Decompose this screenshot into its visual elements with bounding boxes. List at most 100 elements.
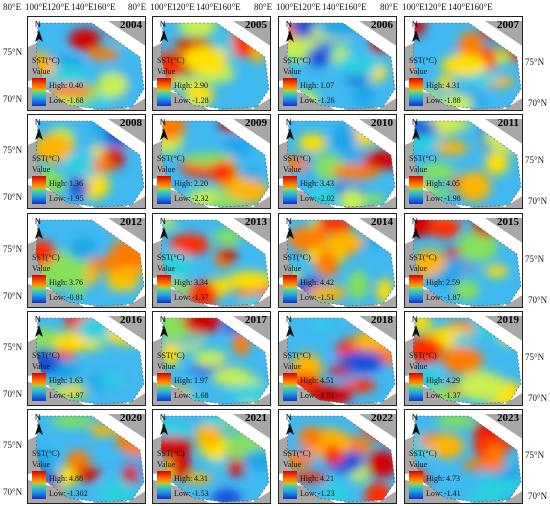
legend-high-value: 0.40 [69,81,83,90]
north-label: N [35,118,41,127]
legend-high-prefix: High: [49,81,68,90]
land-mass [233,414,270,439]
legend-low-prefix: Low: [49,96,66,105]
legend-high-value: 4.29 [446,376,460,385]
legend-high-value: 4.88 [69,474,83,483]
north-label: N [160,315,166,324]
sst-legend: SST(°C) Value High: 4.51 Low: -1.51 [283,351,353,403]
north-label: N [35,413,41,422]
legend-low-prefix: Low: [300,194,317,203]
legend-value-label: Value [283,362,302,371]
legend-low-value: -1.98 [444,194,461,203]
legend-low-value: -1.68 [192,391,209,400]
legend-high-prefix: High: [49,376,68,385]
sst-legend: SST(°C) Value High: 4.29 Low: -1.37 [409,351,479,403]
north-label: N [412,217,418,226]
north-arrow-icon: N [410,413,422,436]
legend-low-value: -2.02 [318,194,335,203]
legend-high-value: 4.73 [446,474,460,483]
legend-high-value: 1.36 [69,179,83,188]
land-mass [233,119,270,144]
sst-legend: SST(°C) Value High: 4.31 Low: -1.53 [157,449,227,501]
longitude-label: 160°E [218,2,241,12]
legend-value-label: Value [157,165,176,174]
latitude-label-left: 70°N [3,389,23,399]
year-label: 2013 [245,216,267,228]
legend-low-swatch [409,483,423,499]
map-panel-2019: N 2019 SST(°C) Value High: 4.29 Low: -1.37 [404,311,523,406]
longitude-label: 100°E [150,2,173,12]
north-label: N [412,315,418,324]
north-arrow-icon: N [410,217,422,240]
map-panel-2013: N 2013 SST(°C) Value High: 3.34 Low: -1.37 [152,213,271,308]
longitude-label: 80°E [380,2,399,12]
legend-high-prefix: High: [426,278,445,287]
legend-low-prefix: Low: [426,293,443,302]
legend-title: SST(°C) [32,253,60,262]
sst-legend: SST(°C) Value High: 3.34 Low: -1.37 [157,253,227,305]
land-mass [359,316,396,341]
longitude-label: 100°E [402,2,425,12]
legend-low-value: -1.302 [67,489,88,498]
map-panel-2008: N 2008 SST(°C) Value High: 1.36 Low: -1.95 [27,114,146,209]
legend-low-prefix: Low: [426,96,443,105]
year-label: 2006 [371,19,393,31]
north-arrow-icon: N [33,413,45,436]
sst-legend: SST(°C) Value High: 1.63 Low: -1.97 [32,351,102,403]
legend-title: SST(°C) [283,154,311,163]
legend-low-value: -1.51 [318,293,335,302]
legend-low-prefix: Low: [426,194,443,203]
legend-low-swatch [409,90,423,106]
map-panel-2020: N 2020 SST(°C) Value High: 4.88 Low: -1.302 [27,409,146,504]
north-label: N [286,118,292,127]
legend-high-prefix: High: [174,474,193,483]
legend-value-label: Value [283,460,302,469]
latitude-label-left: 75°N [3,440,23,450]
north-arrow-icon: N [33,20,45,43]
north-label: N [412,413,418,422]
legend-high-prefix: High: [300,81,319,90]
legend-high-prefix: High: [174,278,193,287]
legend-high-prefix: High: [300,179,319,188]
sst-legend: SST(°C) Value High: 4.42 Low: -1.51 [283,253,353,305]
land-mass [359,21,396,46]
legend-high-prefix: High: [174,376,193,385]
land-mass [233,316,270,341]
north-arrow-icon: N [158,217,170,240]
land-mass [108,119,145,144]
legend-low-swatch [32,188,46,204]
legend-title: SST(°C) [409,253,437,262]
legend-high-value: 2.59 [446,278,460,287]
north-arrow-icon: N [284,217,296,240]
north-label: N [412,20,418,29]
latitude-label-left: 75°N [3,342,23,352]
legend-low-value: -1.26 [318,96,335,105]
legend-low-swatch [409,385,423,401]
legend-low-prefix: Low: [426,489,443,498]
legend-title: SST(°C) [409,56,437,65]
land-mass [485,21,522,46]
longitude-label: 120°E [298,2,321,12]
sst-legend: SST(°C) Value High: 1.07 Low: -1.26 [283,56,353,108]
legend-low-swatch [157,287,171,303]
legend-high-prefix: High: [174,81,193,90]
longitude-label: 140°E [448,2,471,12]
north-label: N [286,413,292,422]
latitude-label-right: 75°N [525,352,545,362]
sst-legend: SST(°C) Value High: 4.05 Low: -1.98 [409,154,479,206]
latitude-label-left: 70°N [3,192,23,202]
north-arrow-icon: N [33,315,45,338]
sst-field [28,316,145,405]
sst-field [153,21,270,110]
legend-low-value: -1.41 [444,489,461,498]
latitude-label-right: 70°N [528,196,548,206]
latitude-label-left: 70°N [3,487,23,497]
map-panel-2009: N 2009 SST(°C) Value High: 2.20 Low: -2.32 [152,114,271,209]
legend-low-value: -1.88 [444,96,461,105]
legend-value-label: Value [283,264,302,273]
map-panel-2017: N 2017 SST(°C) Value High: 1.97 Low: -1.68 [152,311,271,406]
legend-low-value: -1.23 [318,489,335,498]
north-label: N [160,20,166,29]
legend-high-prefix: High: [174,179,193,188]
legend-value-label: Value [283,165,302,174]
